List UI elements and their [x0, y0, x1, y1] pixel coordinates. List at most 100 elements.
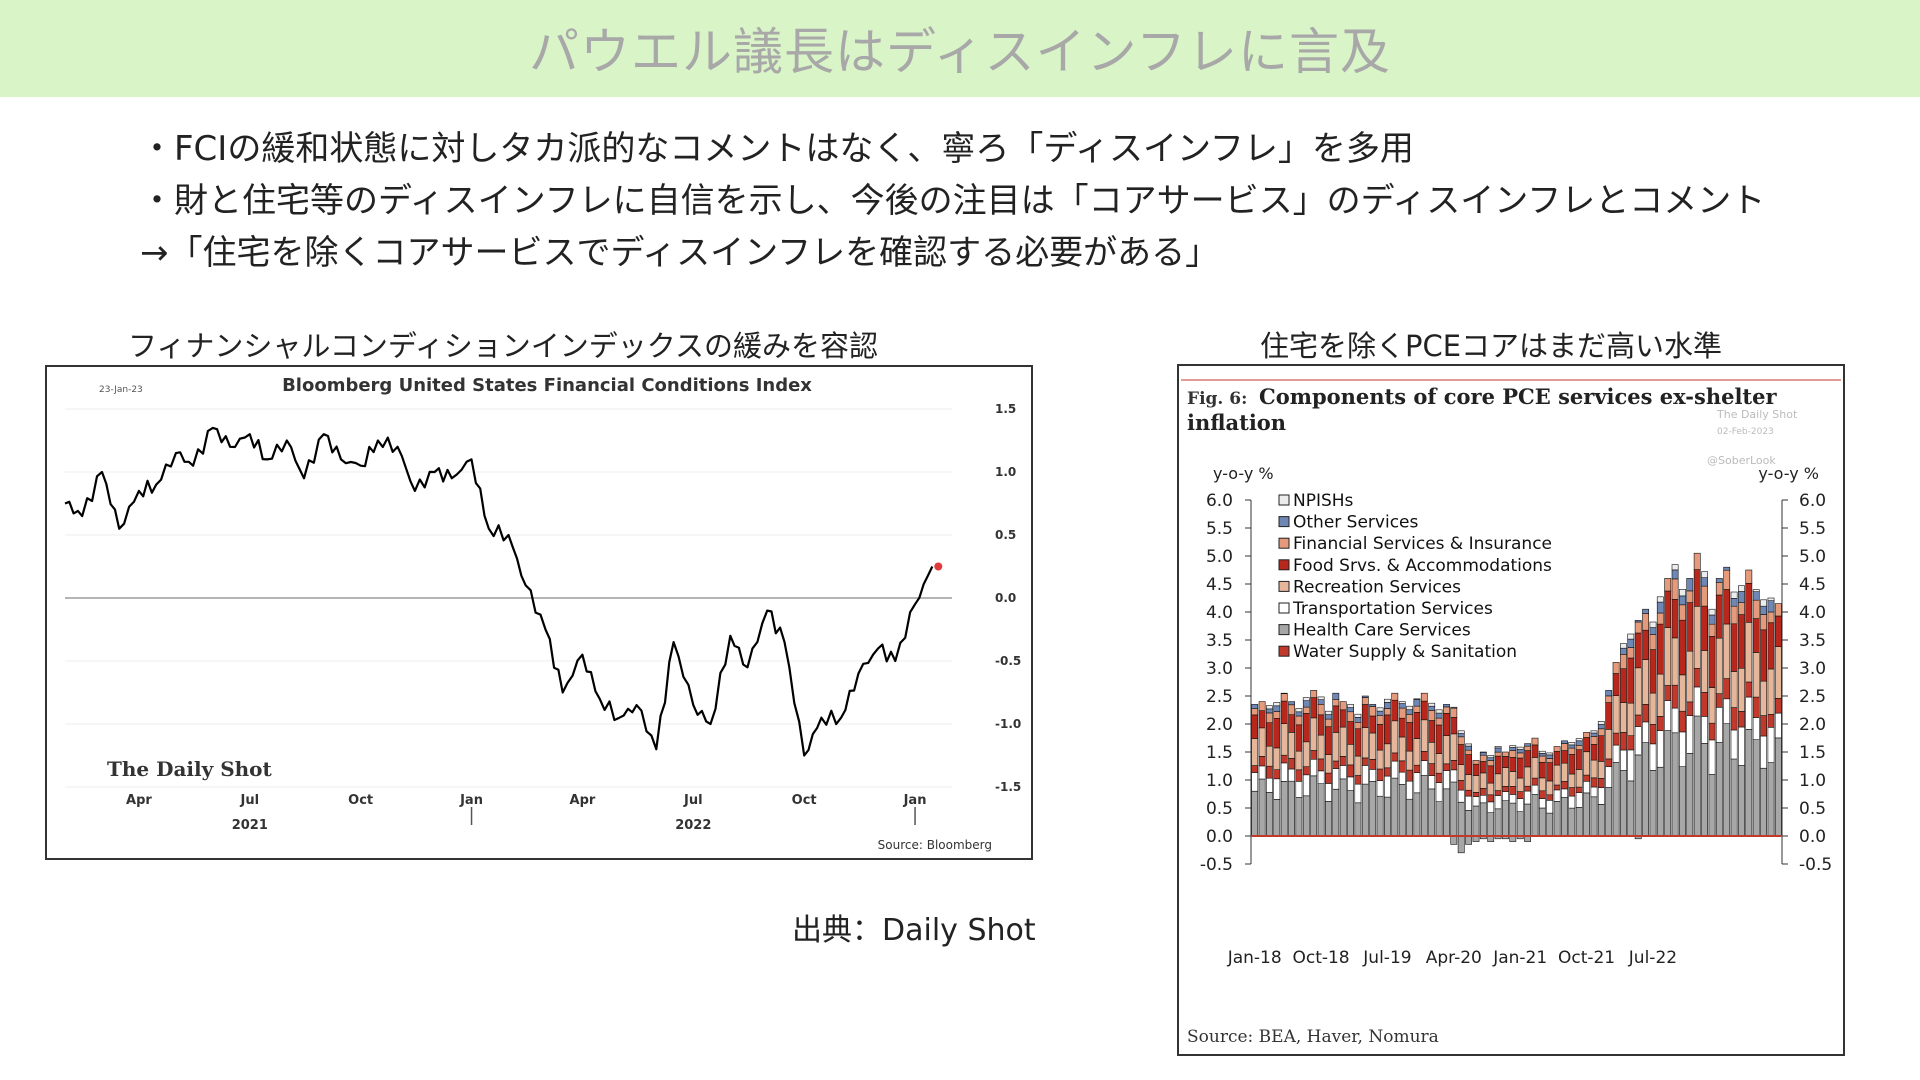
pce-bar-segment: [1634, 726, 1642, 756]
fci-y-tick-label: -1.0: [995, 717, 1021, 731]
pce-bar-segment: [1509, 756, 1517, 772]
pce-bar-segment: [1568, 754, 1576, 775]
pce-bar-segment: [1479, 754, 1487, 762]
pce-bar-segment: [1701, 650, 1708, 693]
pce-bar-segment: [1384, 708, 1391, 716]
pce-bar-segment: [1266, 777, 1273, 793]
pce-bar-segment: [1266, 765, 1273, 779]
pce-bar-segment: [1752, 618, 1760, 653]
pce-bar-segment: [1354, 716, 1362, 723]
pce-bar-segment: [1649, 692, 1657, 725]
pce-bar-segment: [1384, 698, 1391, 703]
pce-bar-segment: [1679, 619, 1686, 676]
pce-bar-segment: [1767, 726, 1775, 763]
pce-bar-segment: [1664, 590, 1672, 628]
pce-bar-segment: [1487, 757, 1495, 761]
pce-bar-segment: [1302, 700, 1310, 708]
pce-bar-segment: [1413, 698, 1421, 700]
pce-bar-segment: [1679, 595, 1686, 606]
pce-bar-segment: [1583, 792, 1590, 837]
pce-bar-segment: [1671, 637, 1679, 686]
pce-bar-segment: [1538, 777, 1546, 792]
pce-bar-segment: [1347, 721, 1354, 745]
pce-bar-segment: [1295, 780, 1303, 798]
pce-bar-segment: [1553, 789, 1561, 802]
pce-bar-segment: [1627, 638, 1635, 648]
pce-bar-segment: [1708, 623, 1716, 637]
pce-bar-segment: [1760, 735, 1767, 769]
pce-bar-segment: [1398, 717, 1406, 738]
fci-chart: 23-Jan-23 Bloomberg United States Financ…: [64, 375, 1021, 852]
pce-bar-segment: [1686, 590, 1694, 603]
pce-bar-segment: [1597, 728, 1605, 736]
pce-bar-segment: [1723, 566, 1731, 571]
pce-bar-segment: [1302, 766, 1310, 776]
pce-watermark-handle: @SoberLook: [1707, 454, 1776, 467]
pce-bar-segment: [1649, 743, 1657, 771]
fci-x-tick-label: Jan: [903, 793, 927, 808]
pce-bar-segment: [1465, 795, 1472, 811]
pce-bar-segment: [1420, 719, 1428, 752]
pce-bar-segment: [1494, 790, 1502, 796]
pce-bar-segment: [1590, 736, 1598, 745]
pce-bar-segment: [1538, 755, 1546, 763]
pce-bar-segment: [1288, 701, 1295, 706]
pce-bar-segment: [1752, 591, 1760, 601]
bullet-item-1: ・FCIの緩和状態に対しタカ派的なコメントはなく、寧ろ「ディスインフレ」を多用: [140, 129, 1414, 169]
pce-bar-segment: [1376, 707, 1384, 712]
pce-bar-segment: [1413, 738, 1421, 766]
pce-figure-label: Fig. 6:: [1187, 389, 1247, 409]
pce-bar-segment: [1288, 714, 1295, 733]
pce-bar-segment: [1774, 615, 1782, 648]
pce-bar-segment: [1708, 687, 1716, 724]
pce-bar-segment: [1664, 685, 1672, 701]
pce-bar-segment: [1642, 659, 1649, 705]
pce-bar-segment: [1509, 747, 1517, 751]
pce-y-tick-label-left: 0.5: [1206, 799, 1233, 819]
pce-bar-segment: [1774, 646, 1782, 699]
pce-bar-segment: [1251, 772, 1259, 792]
pce-bar-segment: [1354, 721, 1362, 729]
pce-bar-segment: [1575, 738, 1583, 742]
pce-bar-segment: [1723, 589, 1731, 625]
pce-x-tick-label: Jul-22: [1628, 948, 1677, 968]
pce-y-tick-label-right: 1.0: [1799, 771, 1826, 791]
fci-x-tick-label: Apr: [570, 793, 596, 808]
pce-bar-segment: [1361, 765, 1369, 785]
pce-bar-segment: [1605, 695, 1613, 703]
bullet-list: ・FCIの緩和状態に対しタカ派的なコメントはなく、寧ろ「ディスインフレ」を多用 …: [140, 123, 1765, 279]
fci-y-tick-label: 0.5: [995, 528, 1016, 542]
pce-bar-segment: [1494, 795, 1502, 810]
pce-bar-segment: [1332, 705, 1340, 733]
pce-bar-segment: [1701, 692, 1708, 717]
pce-bar-segment: [1302, 697, 1310, 702]
pce-bar-negative: [1457, 835, 1465, 854]
pce-bar-segment: [1553, 764, 1561, 786]
pce-bar-segment: [1273, 799, 1281, 837]
pce-bar-segment: [1590, 732, 1598, 737]
pce-bar-segment: [1546, 812, 1554, 837]
pce-bar-segment: [1620, 702, 1627, 733]
pce-bar-segment: [1266, 708, 1273, 714]
pce-bar-segment: [1701, 742, 1708, 837]
pce-bar-segment: [1597, 787, 1605, 805]
pce-bar-segment: [1288, 732, 1295, 759]
pce-bar-segment: [1310, 697, 1318, 719]
pce-x-tick-label: Jan-18: [1227, 948, 1282, 968]
pce-bar-segment: [1620, 668, 1627, 703]
pce-bar-segment: [1767, 622, 1775, 670]
pce-source: Source: BEA, Haver, Nomura: [1187, 1027, 1439, 1047]
pce-chart-title-line-2: inflation: [1187, 410, 1286, 435]
pce-bar-segment: [1738, 614, 1745, 669]
pce-bar-segment: [1767, 597, 1775, 602]
pce-x-tick-label: Oct-18: [1292, 948, 1349, 968]
pce-bar-segment: [1295, 724, 1303, 752]
pce-bar-segment: [1317, 699, 1325, 705]
pce-bar-segment: [1538, 750, 1546, 754]
pce-bar-segment: [1627, 702, 1635, 737]
pce-bar-segment: [1516, 749, 1524, 754]
left-chart-caption: フィナンシャルコンディションインデックスの緩みを容認: [128, 329, 878, 363]
pce-bar-segment: [1516, 791, 1524, 799]
fci-x-tick-label: Jan: [459, 793, 483, 808]
pce-bar-segment: [1420, 775, 1428, 837]
